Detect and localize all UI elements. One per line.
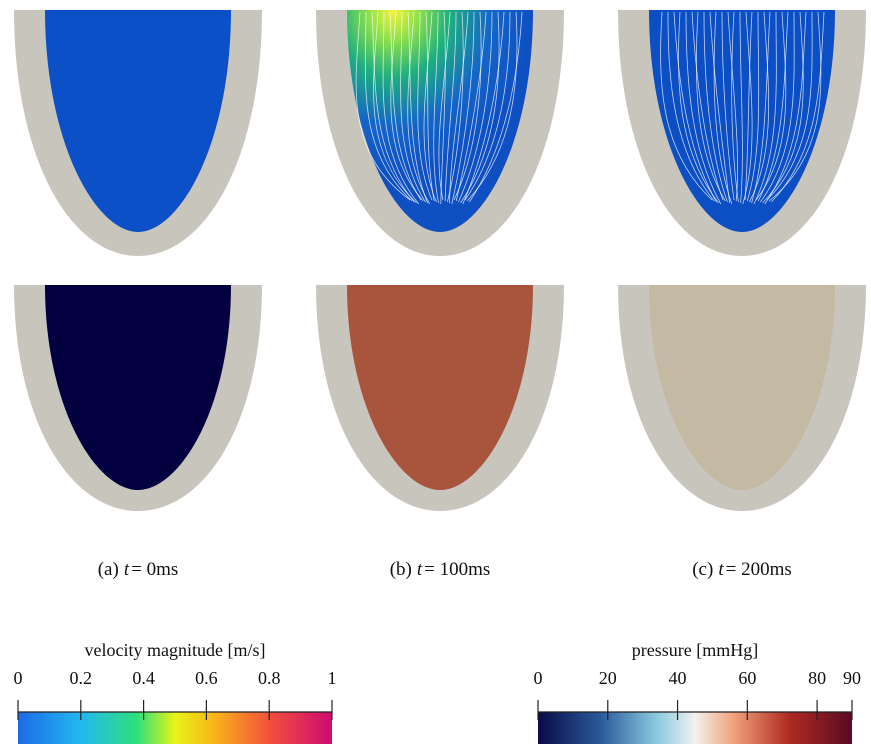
streamline [462,11,505,205]
streamline [449,11,469,204]
streamline [407,11,431,205]
streamline [417,11,433,201]
panels: (a) t = 0ms (b) t = 100ms (c) t = 200ms [14,10,866,580]
streamline [746,11,760,202]
streamline [709,11,730,204]
streamline [757,11,789,202]
colorbar-tick-label: 0 [534,668,543,688]
streamline [691,11,724,201]
colorbar-tick-label: 0.4 [132,668,155,688]
streamline [739,11,743,204]
streamline [673,11,717,203]
velocity-field [45,10,231,232]
streamline [407,11,428,204]
streamline [433,11,439,204]
streamline [447,11,464,203]
streamline [464,11,511,201]
streamline [695,11,726,202]
streamline [762,11,804,204]
colorbar-tick-label: 0.2 [70,668,93,688]
caption-symbol: t [718,559,724,580]
streamline [764,11,807,205]
caption-symbol: t [124,559,130,580]
streamline [731,11,739,203]
streamline [460,11,500,204]
streamline [458,11,493,203]
caption: (b) t = 100ms [390,559,491,580]
streamline [742,11,753,205]
caption-value: = 200ms [726,559,792,580]
streamline [371,11,415,203]
streamline [768,11,822,202]
streamline [660,11,713,201]
streamline [451,11,475,205]
colorbar-tick-label: 80 [808,668,826,688]
streamline [760,11,795,203]
caption-symbol: t [417,559,423,580]
streamline [749,11,770,203]
colorbars: velocity magnitude [m/s] 0 0.2 0.4 0.6 0.8 1 pr… [14,640,861,744]
pressure-field [649,285,835,490]
streamline [440,11,446,205]
streamline [364,11,413,202]
streamline [685,11,722,205]
colorbar [538,712,852,744]
colorbar-tick-label: 90 [843,668,861,688]
colorbar-tick-label: 0.8 [258,668,281,688]
streamline [766,11,813,201]
colorbar-tick-label: 1 [328,668,337,688]
streamline [438,11,451,201]
streamline [355,11,411,201]
pressure-field [347,285,533,490]
streamline [744,11,753,201]
streamline [755,11,787,201]
pressure-field [45,285,231,490]
streamline [425,11,435,202]
colorbar-tick-label: 40 [669,668,687,688]
streamline [721,11,735,201]
streamline [678,11,719,204]
streamline [727,11,738,202]
caption-value: = 100ms [424,559,490,580]
streamline [751,11,771,204]
streamline [390,11,424,202]
streamline [444,11,457,202]
caption: (c) t = 200ms [692,559,792,580]
colorbar-title: velocity magnitude [m/s] [85,640,266,660]
streamline [455,11,487,202]
colorbar-tick-label: 0 [14,668,23,688]
streamline [453,11,482,201]
colorbar-tick-label: 20 [599,668,617,688]
streamline [771,11,825,203]
streamline [373,11,417,204]
streamline [382,11,420,205]
caption: (a) t = 0ms [98,559,179,580]
streamline [400,11,426,203]
caption-label: (a) [98,559,119,580]
caption-value: = 0ms [131,559,178,580]
streamline [389,11,422,201]
colorbar-title: pressure [mmHg] [632,640,758,660]
streamline [466,11,518,202]
streamline [423,11,437,203]
streamline [753,11,777,205]
colorbar [18,712,332,744]
streamline [667,11,715,202]
caption-label: (c) [692,559,713,580]
colorbar-tick-label: 0.6 [195,668,218,688]
colorbar-tick-label: 60 [738,668,756,688]
streamline [703,11,728,203]
streamline [469,11,523,203]
caption-label: (b) [390,559,412,580]
streamline [713,11,733,205]
